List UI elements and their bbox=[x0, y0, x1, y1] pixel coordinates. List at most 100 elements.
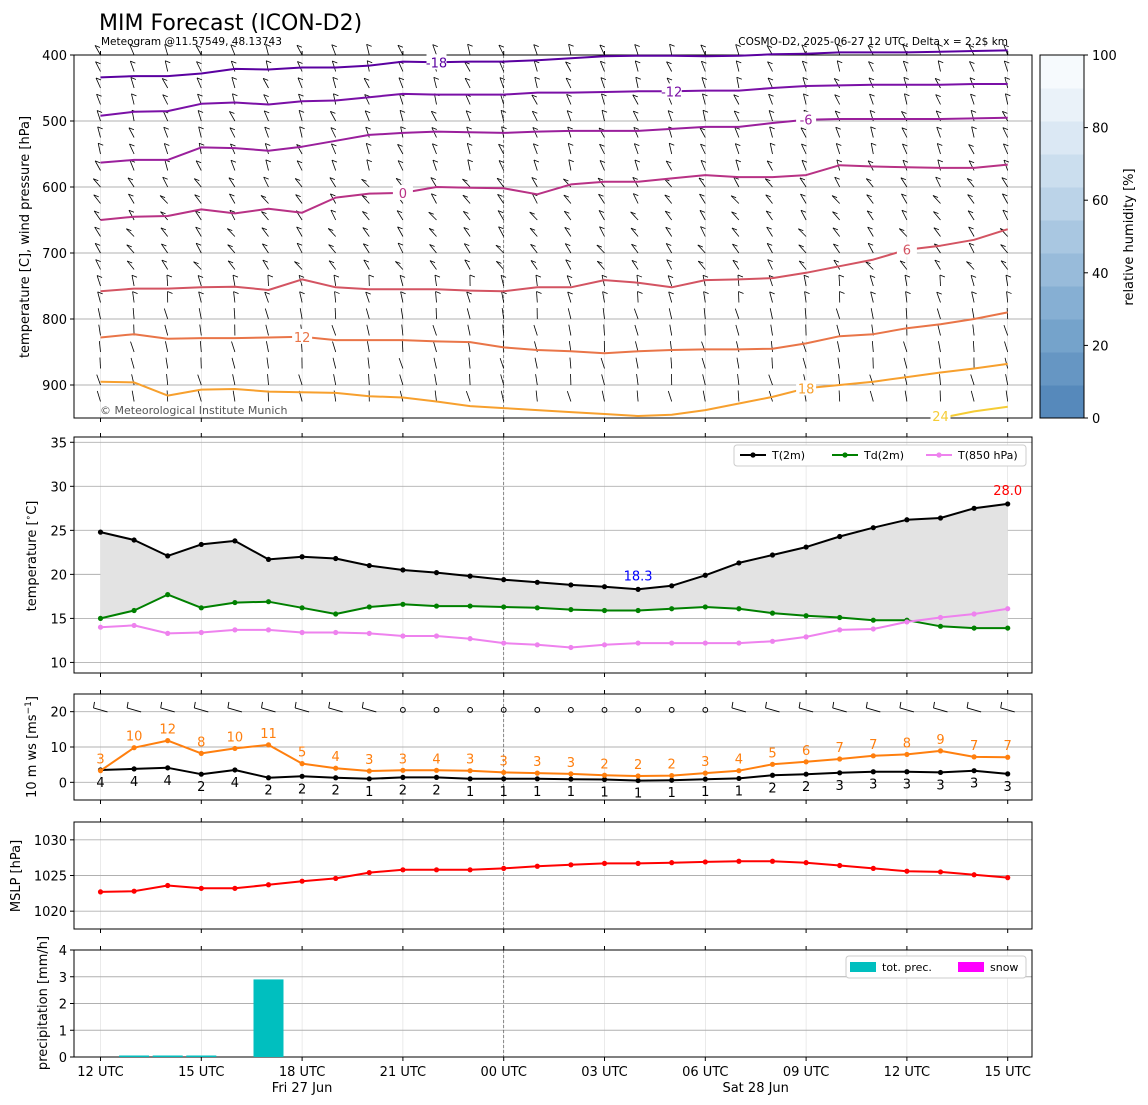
y-tick-label: 4 bbox=[59, 944, 67, 959]
wind-barb-flag bbox=[968, 44, 975, 48]
wind-barb bbox=[368, 373, 370, 386]
wind-barb-flag bbox=[500, 109, 507, 113]
wind-barb-flag bbox=[229, 127, 236, 131]
wind-barb-flag bbox=[328, 228, 334, 231]
wind-barb bbox=[565, 61, 572, 72]
series-point bbox=[534, 605, 540, 611]
wind-barb-flag bbox=[397, 242, 404, 246]
wind-barb bbox=[665, 160, 673, 171]
mslp-point bbox=[971, 872, 977, 878]
wind-barb-flag bbox=[429, 260, 436, 263]
wind-series-point bbox=[165, 765, 171, 771]
mean-wind-value-label: 3 bbox=[1004, 780, 1012, 795]
wind-barb bbox=[499, 357, 505, 369]
wind-barb bbox=[535, 374, 538, 386]
wind-barb bbox=[603, 324, 605, 336]
wind-barb bbox=[264, 143, 269, 155]
wind-barb-flag bbox=[804, 291, 810, 294]
wind-barb bbox=[399, 110, 404, 122]
wind-barb-flag bbox=[835, 110, 841, 114]
wind-barb bbox=[601, 390, 605, 402]
mslp-point bbox=[333, 875, 339, 881]
wind-barb bbox=[933, 227, 941, 237]
wind-barb bbox=[905, 307, 908, 320]
mean-wind-value-label: 3 bbox=[869, 778, 877, 793]
wind-barb-flag bbox=[767, 77, 774, 81]
wind-series-point bbox=[333, 775, 339, 781]
wind-barb-flag bbox=[837, 60, 843, 64]
wind-barb bbox=[197, 374, 202, 386]
wind-barb bbox=[699, 210, 706, 221]
wind-barb bbox=[299, 291, 303, 303]
wind-series-point bbox=[669, 777, 675, 783]
wind-barb-flag bbox=[97, 291, 103, 295]
gust-value-label: 3 bbox=[533, 755, 541, 770]
series-point bbox=[937, 623, 944, 629]
wind-barb bbox=[904, 93, 908, 105]
y-tick-label: 400 bbox=[42, 49, 67, 64]
wind-barb-flag bbox=[499, 77, 506, 81]
wind-barb-flag bbox=[934, 259, 940, 263]
wind-barb bbox=[295, 194, 303, 204]
wind-barb-flag bbox=[832, 227, 839, 231]
wind-barb bbox=[838, 374, 841, 386]
wind-barb-flag bbox=[903, 77, 910, 80]
wind-barb bbox=[266, 357, 269, 369]
wind-barb-flag bbox=[700, 143, 706, 147]
wind-barb bbox=[902, 160, 908, 171]
wind-barb bbox=[970, 390, 975, 402]
wind-barb bbox=[635, 357, 639, 369]
gust-value-label: 2 bbox=[634, 758, 642, 773]
wind-barb-flag bbox=[497, 194, 503, 197]
wind-barb-flag bbox=[467, 159, 473, 163]
wind-barb bbox=[296, 160, 303, 171]
wind-barb-flag bbox=[228, 177, 235, 181]
series-point bbox=[299, 629, 305, 636]
colorbar-step bbox=[1040, 187, 1084, 221]
wind-barb bbox=[634, 159, 639, 171]
surface-wind-barb-flag bbox=[1000, 701, 1003, 708]
wind-barb bbox=[1005, 390, 1009, 402]
wind-barb bbox=[500, 93, 505, 105]
panel-frame bbox=[73, 693, 1033, 801]
wind-barb-flag bbox=[635, 76, 641, 80]
wind-barb bbox=[298, 93, 303, 105]
wind-barb-flag bbox=[766, 210, 772, 214]
wind-barb bbox=[905, 291, 908, 303]
wind-barb bbox=[765, 210, 773, 221]
wind-barb-flag bbox=[533, 159, 540, 163]
calm-wind-marker bbox=[433, 707, 440, 713]
wind-barb-flag bbox=[666, 243, 672, 246]
wind-barb bbox=[330, 127, 337, 138]
wind-barb bbox=[567, 291, 572, 303]
mean-wind-value-label: 1 bbox=[466, 785, 474, 800]
wind-barb bbox=[900, 177, 908, 188]
wind-barb bbox=[463, 227, 471, 237]
wind-barb bbox=[229, 193, 236, 204]
wind-barb bbox=[432, 159, 437, 171]
wind-barb bbox=[263, 94, 269, 105]
wind-barb-flag bbox=[196, 61, 202, 64]
isotherm-line bbox=[940, 405, 1008, 419]
wind-barb bbox=[529, 227, 538, 237]
wind-barb-flag bbox=[263, 78, 269, 81]
series-point bbox=[702, 640, 708, 646]
mslp-point bbox=[501, 865, 507, 871]
wind-barb-flag bbox=[432, 159, 439, 163]
wind-barb bbox=[198, 126, 202, 138]
wind-series-line-1 bbox=[99, 739, 1008, 777]
wind-barb bbox=[130, 77, 135, 89]
wind-barb-flag bbox=[126, 228, 132, 232]
precip-bar bbox=[186, 1055, 217, 1057]
wind-barb bbox=[397, 45, 404, 56]
wind-barb bbox=[98, 324, 101, 336]
wind-barb bbox=[904, 275, 908, 287]
wind-barb bbox=[294, 178, 303, 188]
wind-barb-flag bbox=[94, 226, 100, 230]
wind-barb bbox=[869, 94, 874, 105]
wind-series-point bbox=[131, 745, 137, 751]
colorbar-tick-label: 80 bbox=[1092, 122, 1109, 137]
wind-barb-flag bbox=[666, 61, 672, 65]
colorbar-tick-label: 60 bbox=[1092, 194, 1109, 209]
wind-barb bbox=[127, 177, 135, 188]
